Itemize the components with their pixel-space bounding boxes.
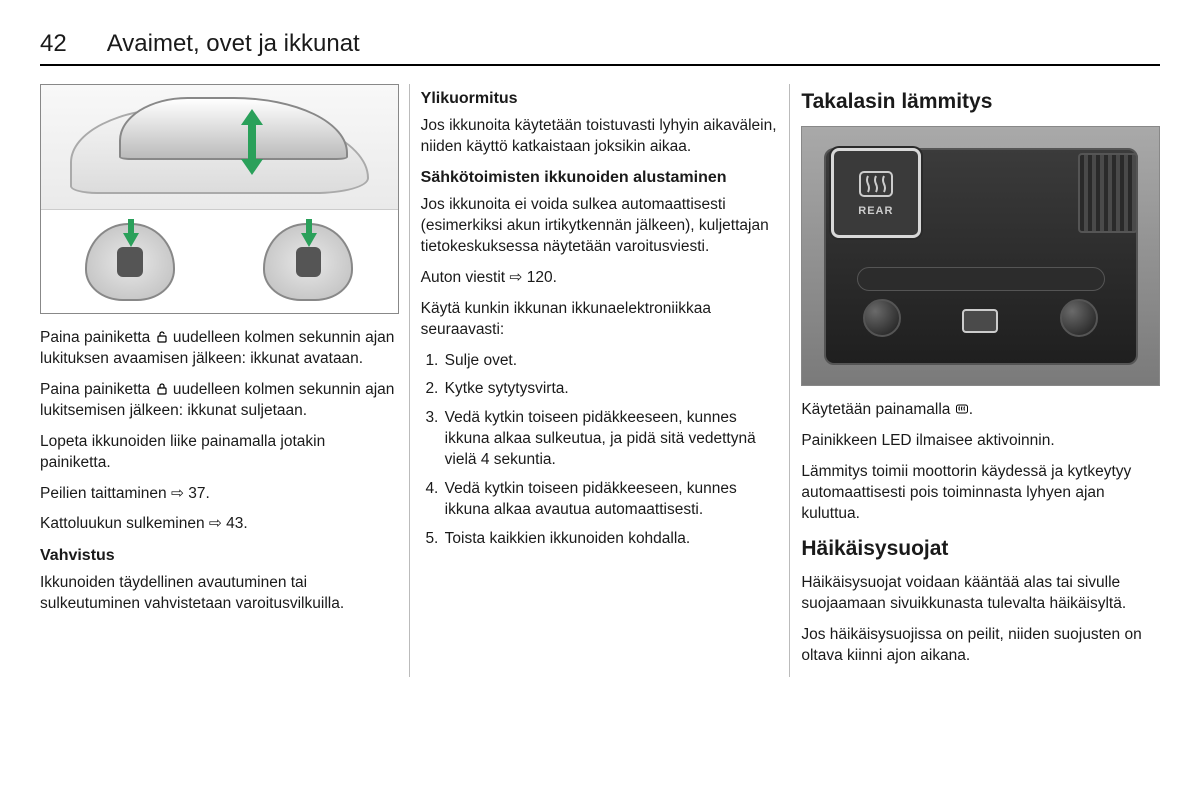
list-item: Sulje ovet. xyxy=(443,351,780,372)
paragraph: Jos ikkunoita käytetään toistuvasti lyhy… xyxy=(421,116,780,158)
paragraph: Häikäisysuojat voidaan kääntää alas tai … xyxy=(801,573,1160,615)
arrow-up-down-icon xyxy=(237,107,267,177)
text: Paina painiketta xyxy=(40,381,155,398)
heading-init: Sähkötoimisten ikkunoiden alustaminen xyxy=(421,167,780,189)
heading-confirmation: Vahvistus xyxy=(40,545,399,567)
lock-icon xyxy=(155,382,169,396)
cross-reference: Auton viestit ⇨ 120. xyxy=(421,268,780,289)
heading-overload: Ylikuormitus xyxy=(421,88,780,110)
page-header: 42 Avaimet, ovet ja ikkunat xyxy=(40,30,1160,66)
paragraph: Käytetään painamalla . xyxy=(801,400,1160,421)
list-item: Vedä kytkin toiseen pidäkkeeseen, kunnes… xyxy=(443,479,780,521)
figure-rear-defrost: REAR xyxy=(801,126,1160,386)
cross-reference: Kattoluukun sulkeminen ⇨ 43. xyxy=(40,514,399,535)
keyfob-open-icon xyxy=(85,223,175,301)
cross-reference: Peilien taittaminen ⇨ 37. xyxy=(40,484,399,505)
list-item: Kytke sytytysvirta. xyxy=(443,379,780,400)
paragraph: Lopeta ikkunoiden liike painamalla jotak… xyxy=(40,432,399,474)
paragraph: Painikkeen LED ilmaisee aktivoinnin. xyxy=(801,431,1160,452)
page-title: Avaimet, ovet ja ikkunat xyxy=(107,30,360,58)
unlock-icon xyxy=(155,330,169,344)
knob-icon xyxy=(863,299,901,337)
steps-list: Sulje ovet. Kytke sytytysvirta. Vedä kyt… xyxy=(443,351,780,550)
page-content: Paina painiketta uudelleen kolmen sekunn… xyxy=(40,84,1160,677)
rear-defrost-button-small-icon xyxy=(962,309,998,333)
defrost-icon xyxy=(955,402,969,416)
paragraph: Ikkunoiden täydellinen avautuminen tai s… xyxy=(40,573,399,615)
keyfob-close-icon xyxy=(263,223,353,301)
heading-rear-defrost: Takalasin lämmitys xyxy=(801,88,1160,116)
paragraph: Jos häikäisysuojissa on peilit, niiden s… xyxy=(801,625,1160,667)
rear-label: REAR xyxy=(858,204,893,219)
paragraph: Käytä kunkin ikkunan ikkunaelektroniikka… xyxy=(421,299,780,341)
paragraph: Paina painiketta uudelleen kolmen sekunn… xyxy=(40,380,399,422)
knob-icon xyxy=(1060,299,1098,337)
heading-sun-visors: Häikäisysuojat xyxy=(801,535,1160,563)
paragraph: Jos ikkunoita ei voida sulkea automaatti… xyxy=(421,195,780,258)
column-2: Ylikuormitus Jos ikkunoita käytetään toi… xyxy=(421,84,780,677)
page-number: 42 xyxy=(40,30,67,58)
text: Paina painiketta xyxy=(40,329,155,346)
arrow-down-icon xyxy=(122,219,140,247)
figure-car-window xyxy=(41,85,398,210)
air-vent-icon xyxy=(1078,153,1138,233)
list-item: Toista kaikkien ikkunoiden kohdalla. xyxy=(443,529,780,550)
column-3: Takalasin lämmitys REAR xyxy=(801,84,1160,677)
column-1: Paina painiketta uudelleen kolmen sekunn… xyxy=(40,84,399,677)
figure-windows-remote xyxy=(40,84,399,314)
arrow-down-icon xyxy=(300,219,318,247)
rear-defrost-button-icon: REAR xyxy=(831,148,921,238)
text: Käytetään painamalla xyxy=(801,401,954,418)
paragraph: Lämmitys toimii moottorin käydessä ja ky… xyxy=(801,462,1160,525)
text: . xyxy=(969,401,973,418)
figure-keyfobs xyxy=(41,210,398,313)
paragraph: Paina painiketta uudelleen kolmen sekunn… xyxy=(40,328,399,370)
list-item: Vedä kytkin toiseen pidäkkeeseen, kunnes… xyxy=(443,408,780,471)
